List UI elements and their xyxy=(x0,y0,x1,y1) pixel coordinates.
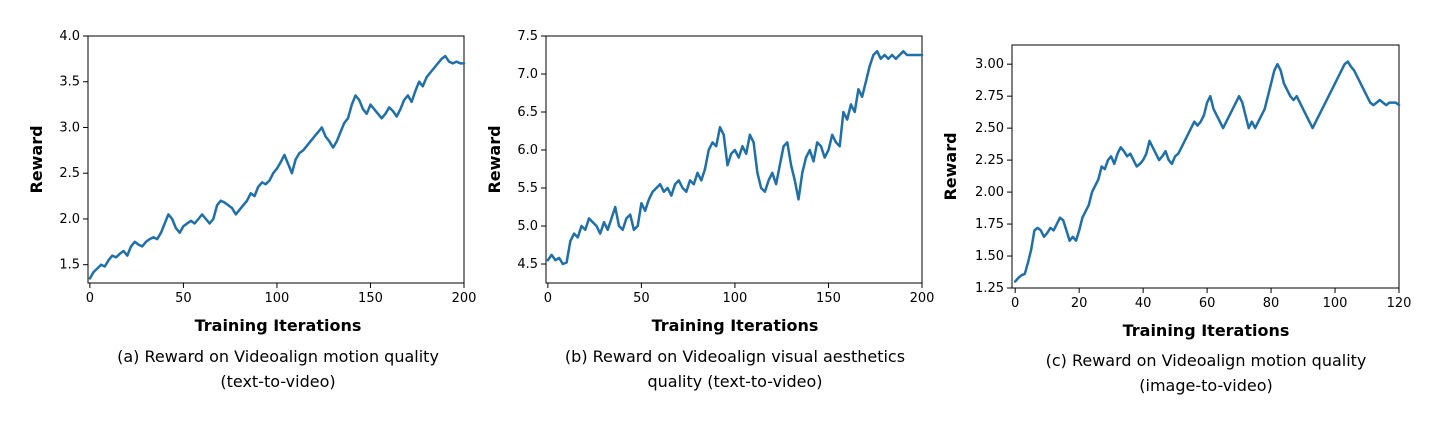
x-tick-label: 0 xyxy=(1011,296,1019,311)
y-tick-label: 4.0 xyxy=(59,29,80,44)
plot-frame xyxy=(1011,44,1400,289)
chart-caption: quality (text-to-video) xyxy=(647,372,822,391)
x-axis-title: Training Iterations xyxy=(1123,321,1290,340)
y-tick-label: 1.50 xyxy=(975,249,1004,264)
plot-frame xyxy=(87,35,465,284)
y-tick-label: 6.5 xyxy=(517,105,538,120)
x-tick-label: 100 xyxy=(1323,296,1348,311)
chart-panel-1: 4.5 5.0 5.5 6.0 6.5 7.0 7.5 0 50 100 150 200 Trainin… xyxy=(485,29,934,391)
y-axis-title: Reward xyxy=(27,125,46,193)
chart-caption: (b) Reward on Videoalign visual aestheti… xyxy=(565,347,905,366)
x-tick-label: 200 xyxy=(452,291,477,306)
y-axis-title: Reward xyxy=(485,125,504,193)
y-tick-label: 4.5 xyxy=(517,257,538,272)
x-tick-label: 100 xyxy=(723,291,748,306)
y-tick-label: 5.0 xyxy=(517,219,538,234)
x-tick-label: 20 xyxy=(1071,296,1088,311)
x-tick-label: 40 xyxy=(1135,296,1152,311)
y-tick-label: 3.00 xyxy=(975,57,1004,72)
y-tick-label: 7.0 xyxy=(517,67,538,82)
series-line xyxy=(546,49,924,266)
x-tick-label: 150 xyxy=(816,291,841,306)
x-axis-title: Training Iterations xyxy=(652,316,819,335)
y-tick-label: 7.5 xyxy=(517,29,538,44)
y-axis-title: Reward xyxy=(941,132,960,200)
chart-panel-0: 1.5 2.0 2.5 3.0 3.5 4.0 0 50 100 150 200 Training I… xyxy=(27,29,476,391)
x-tick-label: 150 xyxy=(358,291,383,306)
x-tick-label: 200 xyxy=(910,291,935,306)
y-tick-label: 2.5 xyxy=(59,166,80,181)
chart-caption: (image-to-video) xyxy=(1139,376,1273,395)
series-line xyxy=(88,54,466,280)
y-tick-label: 3.5 xyxy=(59,75,80,90)
plot-frame xyxy=(545,35,923,284)
x-tick-label: 50 xyxy=(175,291,192,306)
chart-panel-2: 1.25 1.50 1.75 2.00 2.25 2.50 2.75 3.00 0 20 40 60 8… xyxy=(941,44,1412,395)
chart-caption: (text-to-video) xyxy=(220,372,335,391)
x-tick-label: 60 xyxy=(1199,296,1216,311)
chart-caption: (a) Reward on Videoalign motion quality xyxy=(117,347,439,366)
x-axis-title: Training Iterations xyxy=(195,316,362,335)
chart-caption: (c) Reward on Videoalign motion quality xyxy=(1046,351,1367,370)
x-tick-label: 100 xyxy=(265,291,290,306)
y-tick-label: 2.75 xyxy=(975,89,1004,104)
y-tick-label: 2.25 xyxy=(975,153,1004,168)
y-tick-label: 3.0 xyxy=(59,120,80,135)
y-tick-label: 2.00 xyxy=(975,185,1004,200)
y-tick-label: 2.50 xyxy=(975,121,1004,136)
y-tick-label: 5.5 xyxy=(517,181,538,196)
y-tick-label: 2.0 xyxy=(59,212,80,227)
y-tick-label: 1.5 xyxy=(59,258,80,273)
x-tick-label: 120 xyxy=(1387,296,1412,311)
y-tick-label: 6.0 xyxy=(517,143,538,158)
series-line xyxy=(1013,60,1401,283)
y-tick-label: 1.25 xyxy=(975,281,1004,296)
x-tick-label: 50 xyxy=(633,291,650,306)
x-tick-label: 80 xyxy=(1263,296,1280,311)
y-tick-label: 1.75 xyxy=(975,217,1004,232)
x-tick-label: 0 xyxy=(86,291,94,306)
x-tick-label: 0 xyxy=(544,291,552,306)
